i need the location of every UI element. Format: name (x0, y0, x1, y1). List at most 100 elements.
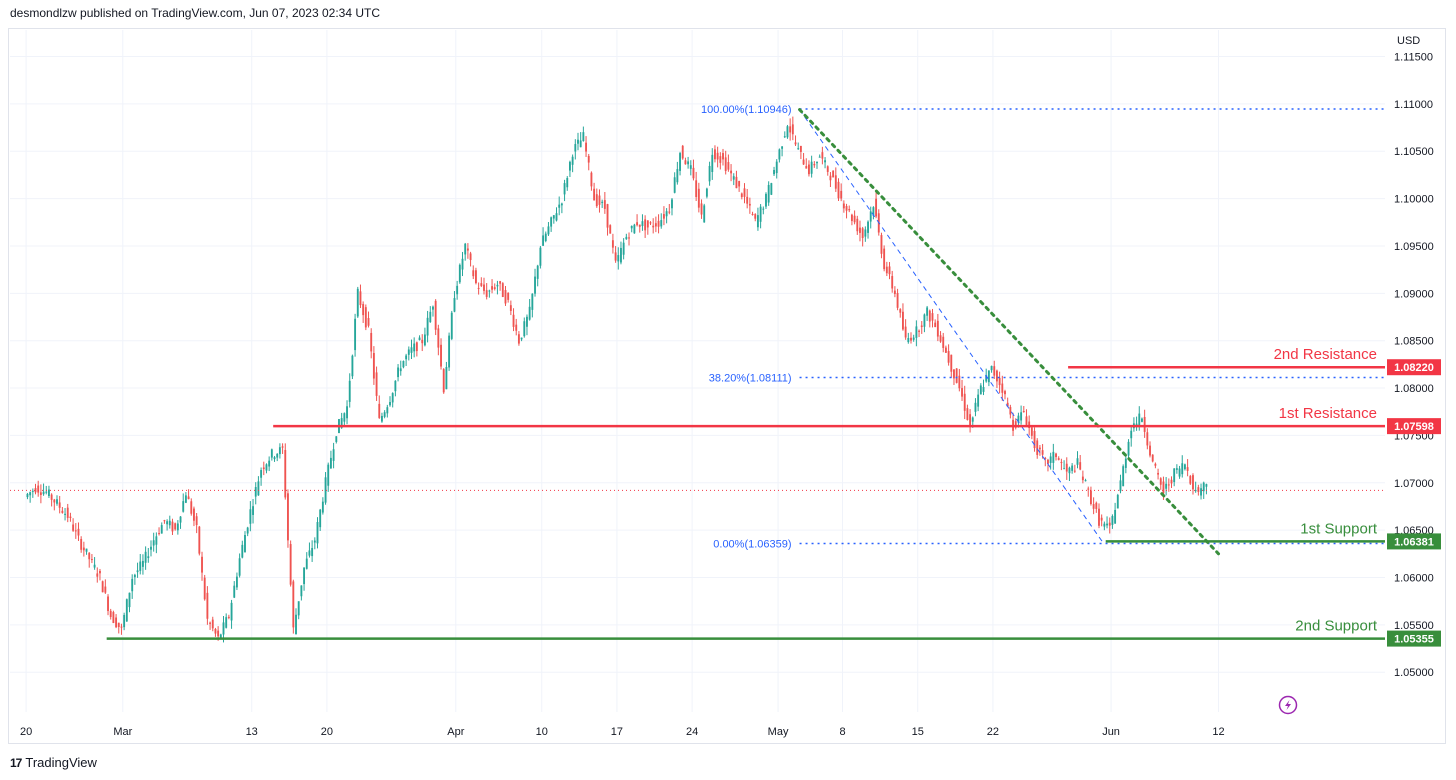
lightning-icon[interactable] (1278, 695, 1298, 715)
candles (26, 116, 1208, 643)
candle-body (367, 318, 370, 326)
candle-body (477, 287, 480, 289)
candle-body (56, 499, 58, 504)
candle-body (1167, 484, 1170, 486)
candle-body (641, 221, 644, 227)
candle-body (993, 366, 996, 376)
candle-body (461, 258, 464, 270)
fib-level-label: 0.00%(1.06359) (713, 538, 791, 550)
candle-body (158, 533, 160, 535)
candle-body (284, 450, 287, 498)
x-tick-label: Apr (447, 726, 464, 738)
candle-body (319, 509, 322, 528)
candle-body (1071, 465, 1074, 471)
price-tag (1387, 533, 1441, 550)
candle-body (853, 215, 856, 223)
candle-body (743, 188, 746, 197)
candle-body (364, 307, 367, 328)
candle-body (152, 540, 155, 546)
level-annotation: 2nd Resistance (1274, 346, 1377, 363)
candle-body (587, 155, 590, 163)
candle-body (1036, 440, 1039, 455)
candle-body (316, 522, 319, 544)
candle-body (824, 160, 827, 163)
candle-body (356, 288, 359, 317)
candle-body (746, 196, 749, 204)
candle-body (867, 221, 869, 233)
x-tick-label: May (768, 726, 789, 738)
candle-body (534, 276, 536, 294)
candle-body (1092, 504, 1095, 509)
candle-body (620, 247, 622, 263)
candle-body (378, 403, 381, 418)
candle-body (82, 547, 85, 551)
candle-body (507, 292, 510, 300)
candle-body (539, 247, 542, 266)
candle-body (920, 325, 923, 328)
tradingview-footer[interactable]: 17 TradingView (10, 755, 97, 770)
candle-body (850, 214, 853, 222)
candle-body (101, 581, 104, 593)
candle-body (464, 243, 467, 255)
candle-body (542, 235, 545, 246)
candle-body (880, 235, 883, 254)
candle-body (1189, 476, 1192, 484)
candle-body (421, 339, 424, 344)
candle-body (864, 229, 867, 237)
candle-body (174, 523, 177, 530)
candle-body (131, 578, 134, 592)
candle-body (673, 177, 676, 193)
candle-body (995, 370, 998, 382)
candle-body (716, 152, 719, 160)
candle-body (99, 570, 101, 574)
candle-body (270, 449, 273, 458)
currency-label: USD (1397, 35, 1420, 47)
candle-body (171, 521, 174, 532)
candle-body (791, 124, 794, 135)
candle-body (754, 214, 757, 219)
overlays: 100.00%(1.10946) 38.20%(1.08111) 0.00%(1.0… (10, 104, 1385, 715)
candle-body (297, 601, 300, 616)
candle-body (681, 145, 684, 159)
candle-body (893, 290, 896, 295)
candle-body (260, 470, 263, 478)
candle-body (687, 161, 690, 165)
candle-body (501, 283, 504, 297)
candle-body (257, 481, 260, 496)
candle-body (252, 506, 254, 515)
candle-body (638, 224, 641, 227)
candle-body (512, 314, 515, 327)
candle-body (128, 592, 131, 608)
candle-body (662, 214, 665, 219)
downtrend-line[interactable] (798, 108, 1220, 556)
candle-body (552, 215, 555, 219)
candle-body (219, 634, 222, 638)
candle-body (305, 558, 308, 569)
candle-body (1017, 415, 1020, 423)
candle-body (273, 457, 276, 460)
candle-body (190, 501, 193, 514)
candle-body (977, 394, 980, 407)
candle-body (813, 164, 816, 166)
candle-body (523, 321, 526, 337)
candle-body (1202, 482, 1205, 492)
y-tick-label: 1.09500 (1394, 241, 1434, 253)
candle-body (217, 630, 220, 637)
candle-body (469, 253, 472, 261)
candle-body (722, 153, 724, 160)
publisher-header: desmondlzw published on TradingView.com,… (10, 6, 381, 20)
candle-body (1047, 459, 1049, 464)
candle-body (714, 149, 716, 160)
candle-body (1076, 458, 1079, 465)
candle-body (423, 334, 426, 346)
candle-body (1154, 463, 1157, 466)
candle-body (64, 513, 66, 515)
candle-body (558, 204, 561, 208)
candle-body (1087, 488, 1090, 490)
candle-body (1149, 445, 1151, 456)
candle-body (628, 237, 630, 239)
candle-body (810, 161, 813, 174)
y-tick-label: 1.05500 (1394, 620, 1434, 632)
candle-body (536, 265, 539, 279)
